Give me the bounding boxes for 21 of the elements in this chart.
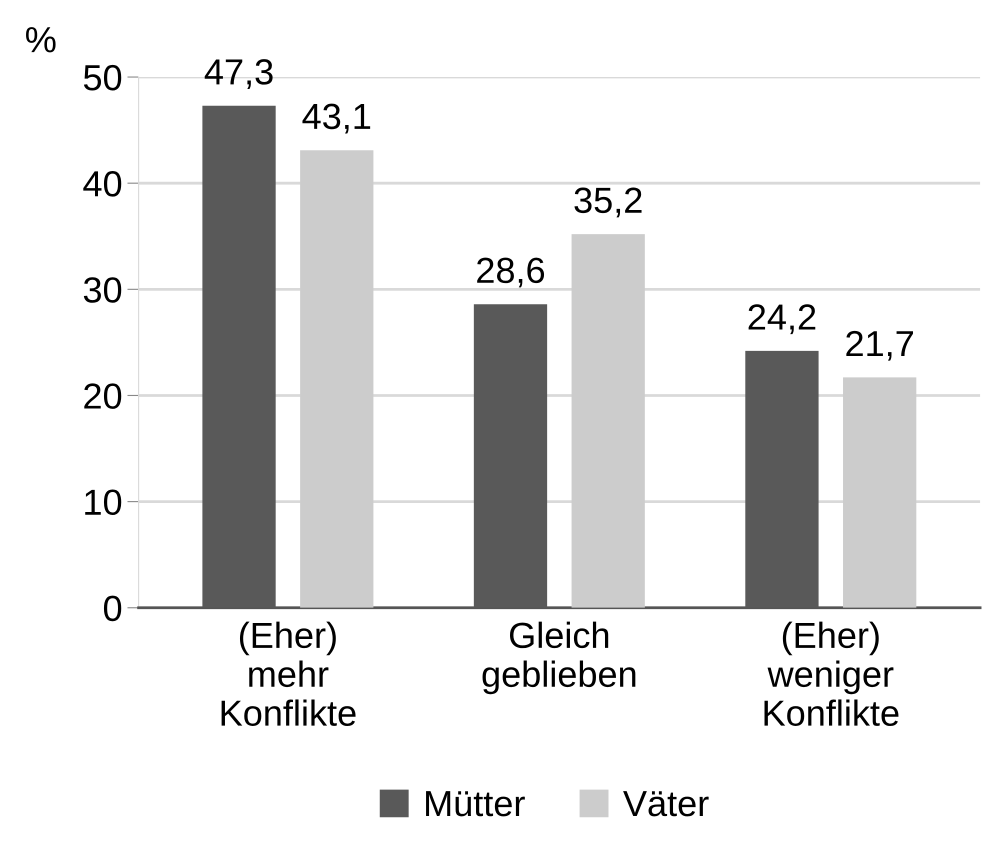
y-tick-label: 30 [84, 277, 122, 303]
x-tick-label: (Eher) mehr Konflikte [222, 622, 356, 726]
y-tick-label: 40 [83, 171, 122, 197]
text: 35,2 [574, 188, 642, 218]
x-tick-label: (Eher) weniger Konflikte [764, 622, 898, 726]
y-axis-title: % [26, 27, 56, 52]
x-tick-label: Gleich geblieben [482, 622, 636, 694]
text: 43,1 [302, 104, 370, 134]
bar [300, 150, 374, 608]
text: 47,3 [204, 59, 273, 89]
bar [843, 377, 916, 608]
y-tick-label: 50 [84, 64, 122, 90]
legend-label: Väter [623, 791, 709, 816]
y-tick-label: 20 [84, 383, 122, 409]
y-tick-label: 0 [104, 596, 122, 622]
bar [572, 234, 645, 608]
text: 24,2 [748, 304, 816, 334]
legend-label: Mütter [426, 791, 525, 816]
text: 28,6 [477, 258, 544, 288]
y-tick-label: 10 [85, 489, 122, 516]
text: 21,7 [846, 330, 913, 361]
